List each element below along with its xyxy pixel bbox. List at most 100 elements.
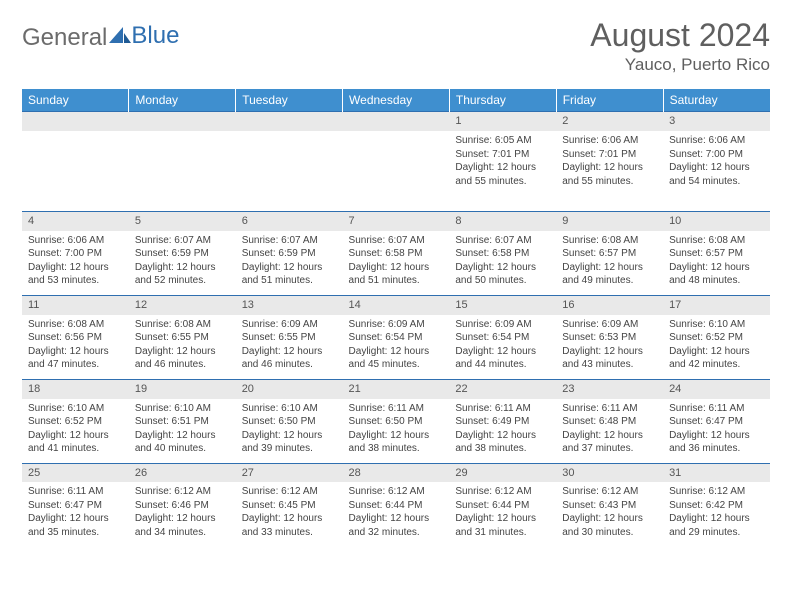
day-cell: 29Sunrise: 6:12 AMSunset: 6:44 PMDayligh… [449, 463, 556, 546]
day-number: 22 [449, 380, 556, 399]
day-header: Thursday [449, 89, 556, 112]
day-cell: 25Sunrise: 6:11 AMSunset: 6:47 PMDayligh… [22, 463, 129, 546]
day-details: Sunrise: 6:08 AMSunset: 6:56 PMDaylight:… [22, 315, 129, 379]
sunrise-text: Sunrise: 6:12 AM [669, 485, 764, 499]
day-number: 25 [22, 464, 129, 483]
sunset-text: Sunset: 6:56 PM [28, 331, 123, 345]
location-subtitle: Yauco, Puerto Rico [590, 55, 770, 75]
day-number: 31 [663, 464, 770, 483]
calendar-table: Sunday Monday Tuesday Wednesday Thursday… [22, 89, 770, 546]
daylight-text: Daylight: 12 hours and 50 minutes. [455, 261, 550, 288]
day-header: Wednesday [343, 89, 450, 112]
daylight-text: Daylight: 12 hours and 32 minutes. [349, 512, 444, 539]
day-number: 19 [129, 380, 236, 399]
sunrise-text: Sunrise: 6:12 AM [242, 485, 337, 499]
logo-text-blue: Blue [131, 22, 179, 50]
day-details: Sunrise: 6:12 AMSunset: 6:44 PMDaylight:… [449, 482, 556, 546]
sunset-text: Sunset: 7:00 PM [28, 247, 123, 261]
day-cell: 31Sunrise: 6:12 AMSunset: 6:42 PMDayligh… [663, 463, 770, 546]
daylight-text: Daylight: 12 hours and 46 minutes. [242, 345, 337, 372]
day-details: Sunrise: 6:11 AMSunset: 6:50 PMDaylight:… [343, 399, 450, 463]
sunset-text: Sunset: 6:52 PM [28, 415, 123, 429]
sunset-text: Sunset: 6:55 PM [135, 331, 230, 345]
daylight-text: Daylight: 12 hours and 31 minutes. [455, 512, 550, 539]
sunrise-text: Sunrise: 6:12 AM [135, 485, 230, 499]
sunrise-text: Sunrise: 6:12 AM [562, 485, 657, 499]
sunrise-text: Sunrise: 6:10 AM [135, 402, 230, 416]
day-details: Sunrise: 6:06 AMSunset: 7:01 PMDaylight:… [556, 131, 663, 195]
sunrise-text: Sunrise: 6:05 AM [455, 134, 550, 148]
day-cell: 14Sunrise: 6:09 AMSunset: 6:54 PMDayligh… [343, 295, 450, 379]
logo-sail-icon [109, 24, 131, 52]
day-details: Sunrise: 6:06 AMSunset: 7:00 PMDaylight:… [663, 131, 770, 195]
sunrise-text: Sunrise: 6:11 AM [28, 485, 123, 499]
daylight-text: Daylight: 12 hours and 54 minutes. [669, 161, 764, 188]
day-number: 23 [556, 380, 663, 399]
day-details: Sunrise: 6:11 AMSunset: 6:48 PMDaylight:… [556, 399, 663, 463]
sunset-text: Sunset: 6:42 PM [669, 499, 764, 513]
daylight-text: Daylight: 12 hours and 55 minutes. [562, 161, 657, 188]
sunrise-text: Sunrise: 6:07 AM [349, 234, 444, 248]
sunrise-text: Sunrise: 6:06 AM [669, 134, 764, 148]
day-number [343, 112, 450, 131]
day-number: 5 [129, 212, 236, 231]
sunset-text: Sunset: 6:52 PM [669, 331, 764, 345]
daylight-text: Daylight: 12 hours and 30 minutes. [562, 512, 657, 539]
day-number: 27 [236, 464, 343, 483]
header: General Blue August 2024 Yauco, Puerto R… [22, 18, 770, 75]
day-details: Sunrise: 6:10 AMSunset: 6:50 PMDaylight:… [236, 399, 343, 463]
day-number: 17 [663, 296, 770, 315]
daylight-text: Daylight: 12 hours and 36 minutes. [669, 429, 764, 456]
day-details: Sunrise: 6:08 AMSunset: 6:57 PMDaylight:… [663, 231, 770, 295]
week-row: 25Sunrise: 6:11 AMSunset: 6:47 PMDayligh… [22, 463, 770, 546]
day-cell: 19Sunrise: 6:10 AMSunset: 6:51 PMDayligh… [129, 379, 236, 463]
daylight-text: Daylight: 12 hours and 47 minutes. [28, 345, 123, 372]
daylight-text: Daylight: 12 hours and 42 minutes. [669, 345, 764, 372]
daylight-text: Daylight: 12 hours and 41 minutes. [28, 429, 123, 456]
daylight-text: Daylight: 12 hours and 39 minutes. [242, 429, 337, 456]
sunset-text: Sunset: 6:58 PM [455, 247, 550, 261]
sunrise-text: Sunrise: 6:07 AM [135, 234, 230, 248]
day-number: 2 [556, 112, 663, 131]
day-number: 9 [556, 212, 663, 231]
day-cell: 21Sunrise: 6:11 AMSunset: 6:50 PMDayligh… [343, 379, 450, 463]
sunset-text: Sunset: 6:54 PM [349, 331, 444, 345]
day-number: 29 [449, 464, 556, 483]
sunset-text: Sunset: 6:55 PM [242, 331, 337, 345]
day-number [129, 112, 236, 131]
daylight-text: Daylight: 12 hours and 38 minutes. [455, 429, 550, 456]
sunset-text: Sunset: 6:59 PM [135, 247, 230, 261]
sunrise-text: Sunrise: 6:09 AM [455, 318, 550, 332]
sunrise-text: Sunrise: 6:11 AM [349, 402, 444, 416]
daylight-text: Daylight: 12 hours and 44 minutes. [455, 345, 550, 372]
day-details: Sunrise: 6:10 AMSunset: 6:52 PMDaylight:… [22, 399, 129, 463]
day-number: 4 [22, 212, 129, 231]
day-details [343, 131, 450, 211]
sunrise-text: Sunrise: 6:09 AM [562, 318, 657, 332]
day-number: 11 [22, 296, 129, 315]
day-header-row: Sunday Monday Tuesday Wednesday Thursday… [22, 89, 770, 112]
day-cell: 1Sunrise: 6:05 AMSunset: 7:01 PMDaylight… [449, 112, 556, 212]
sunset-text: Sunset: 6:45 PM [242, 499, 337, 513]
logo-text-gray: General [22, 24, 107, 52]
sunset-text: Sunset: 6:51 PM [135, 415, 230, 429]
day-number: 24 [663, 380, 770, 399]
sunset-text: Sunset: 6:47 PM [669, 415, 764, 429]
sunrise-text: Sunrise: 6:11 AM [455, 402, 550, 416]
sunrise-text: Sunrise: 6:11 AM [562, 402, 657, 416]
day-details: Sunrise: 6:12 AMSunset: 6:44 PMDaylight:… [343, 482, 450, 546]
sunset-text: Sunset: 6:50 PM [349, 415, 444, 429]
month-title: August 2024 [590, 18, 770, 53]
day-cell: 9Sunrise: 6:08 AMSunset: 6:57 PMDaylight… [556, 212, 663, 296]
sunset-text: Sunset: 6:48 PM [562, 415, 657, 429]
day-number: 6 [236, 212, 343, 231]
day-details: Sunrise: 6:09 AMSunset: 6:55 PMDaylight:… [236, 315, 343, 379]
day-number: 20 [236, 380, 343, 399]
day-cell: 4Sunrise: 6:06 AMSunset: 7:00 PMDaylight… [22, 212, 129, 296]
day-cell: 27Sunrise: 6:12 AMSunset: 6:45 PMDayligh… [236, 463, 343, 546]
day-cell: 18Sunrise: 6:10 AMSunset: 6:52 PMDayligh… [22, 379, 129, 463]
day-number: 14 [343, 296, 450, 315]
sunset-text: Sunset: 7:01 PM [562, 148, 657, 162]
day-details: Sunrise: 6:08 AMSunset: 6:55 PMDaylight:… [129, 315, 236, 379]
day-details: Sunrise: 6:10 AMSunset: 6:52 PMDaylight:… [663, 315, 770, 379]
